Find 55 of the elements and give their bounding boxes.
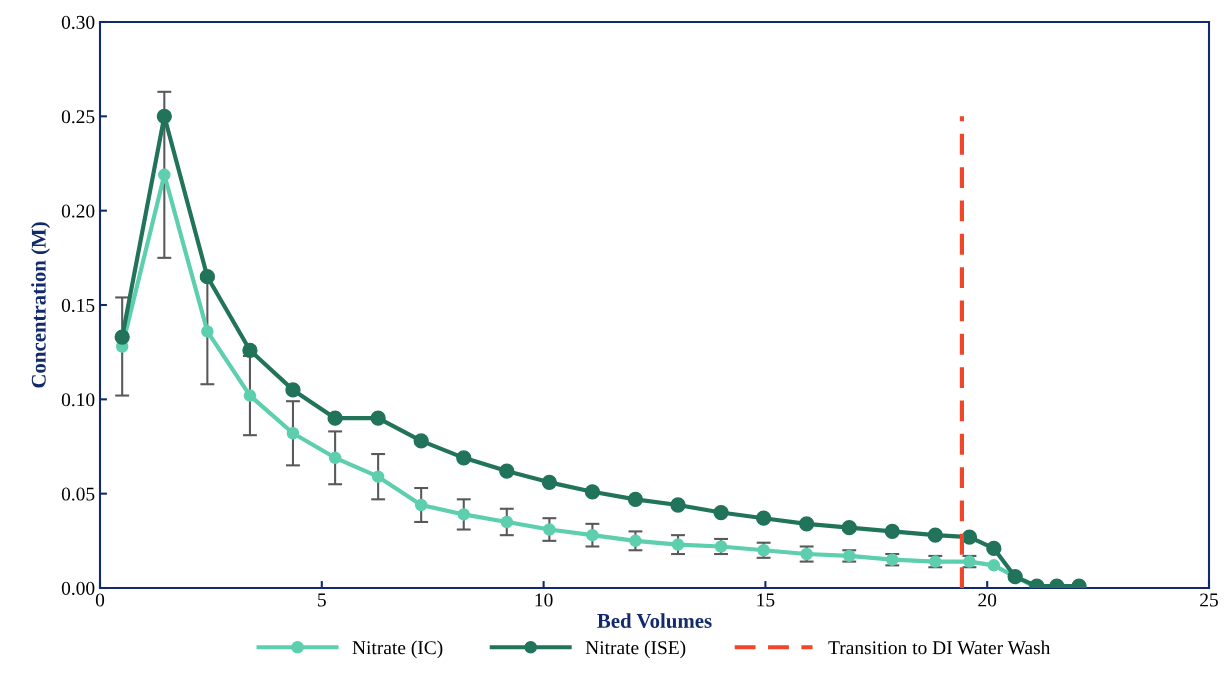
point bbox=[156, 108, 172, 124]
x-axis-title: Bed Volumes bbox=[597, 613, 712, 629]
point bbox=[370, 410, 386, 426]
point bbox=[841, 519, 857, 536]
point bbox=[499, 463, 515, 479]
y-tick-label: 0.05 bbox=[61, 487, 95, 501]
point bbox=[670, 497, 686, 513]
point bbox=[242, 342, 258, 358]
x-tick-label: 15 bbox=[757, 593, 775, 607]
point bbox=[413, 433, 429, 449]
x-tick-label: 5 bbox=[318, 593, 326, 607]
y-tick-label: 0.10 bbox=[61, 393, 95, 407]
point bbox=[328, 451, 342, 465]
point bbox=[327, 410, 343, 426]
point bbox=[543, 523, 556, 536]
y-tick-label: 0.30 bbox=[61, 15, 95, 30]
y-tick-label: 0.20 bbox=[61, 204, 95, 218]
y-tick-label: 0.15 bbox=[61, 298, 95, 313]
point bbox=[755, 510, 772, 526]
y-axis-title: Concentration (M) bbox=[31, 222, 50, 388]
point bbox=[243, 389, 257, 402]
point bbox=[799, 516, 815, 532]
point bbox=[285, 382, 301, 398]
point bbox=[1007, 569, 1023, 585]
x-tick-label: 25 bbox=[1200, 593, 1218, 607]
point bbox=[414, 498, 428, 512]
point bbox=[713, 504, 729, 521]
legend-label: Nitrate (ISE) bbox=[585, 640, 686, 659]
point bbox=[456, 450, 472, 466]
legend-label: Transition to DI Water Wash bbox=[828, 640, 1051, 655]
point bbox=[114, 329, 130, 345]
y-tick-label: 0.00 bbox=[61, 581, 95, 596]
point bbox=[927, 527, 943, 543]
point bbox=[541, 474, 558, 490]
point bbox=[457, 508, 471, 521]
point bbox=[627, 491, 644, 507]
point bbox=[158, 168, 171, 182]
x-tick-label: 10 bbox=[535, 593, 553, 607]
point bbox=[586, 528, 599, 542]
x-tick-label: 0 bbox=[95, 593, 105, 607]
point bbox=[629, 534, 642, 548]
point bbox=[884, 523, 900, 540]
point bbox=[986, 540, 1002, 557]
legend-label: Nitrate (IC) bbox=[352, 640, 443, 659]
point bbox=[500, 515, 514, 529]
point bbox=[199, 269, 215, 285]
point bbox=[987, 559, 1001, 572]
point bbox=[961, 529, 978, 545]
point bbox=[286, 427, 300, 440]
point bbox=[584, 484, 601, 500]
x-tick-label: 20 bbox=[978, 593, 997, 607]
point bbox=[671, 538, 685, 551]
y-tick-label: 0.25 bbox=[61, 110, 95, 124]
point bbox=[371, 470, 385, 483]
point bbox=[201, 325, 214, 338]
